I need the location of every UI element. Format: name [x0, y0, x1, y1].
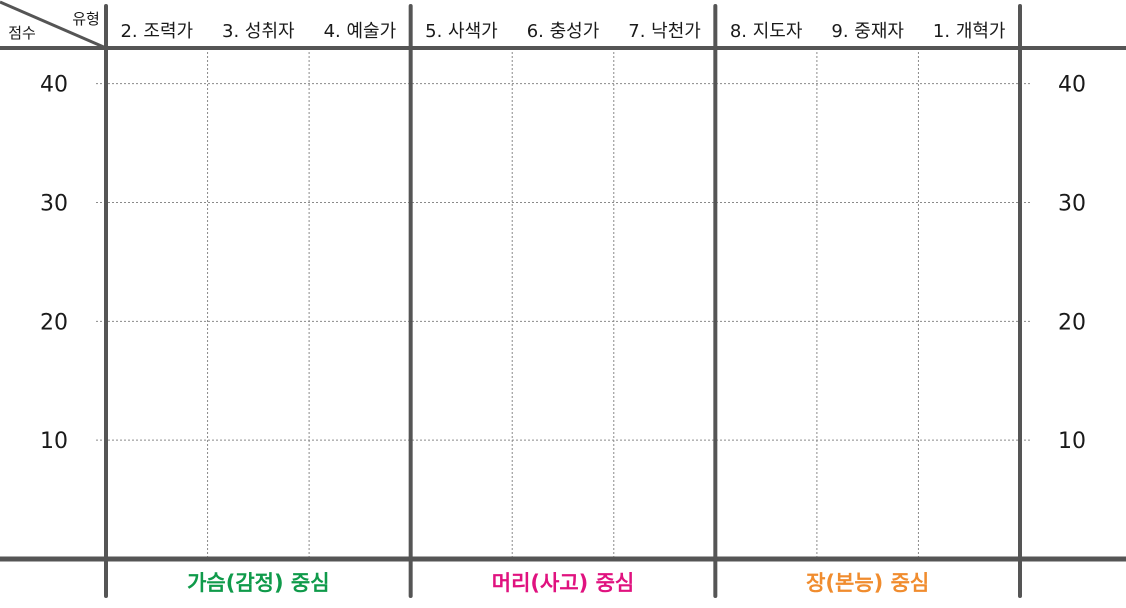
corner-label-type: 유형 — [72, 10, 100, 28]
category-label: 5. 사색가 — [425, 21, 498, 42]
y-tick-label-right: 10 — [1058, 429, 1086, 454]
corner-diagonal — [0, 0, 107, 50]
y-tick-label-left: 20 — [40, 310, 68, 335]
y-tick-label-left: 30 — [40, 191, 68, 216]
corner-label-score: 점수 — [8, 24, 36, 42]
category-label: 4. 예술가 — [324, 21, 397, 42]
category-label: 2. 조력가 — [120, 21, 193, 42]
category-label: 7. 낙천가 — [628, 21, 701, 42]
y-tick-label-left: 40 — [40, 73, 68, 98]
y-tick-label-right: 40 — [1058, 73, 1086, 98]
y-tick-label-right: 20 — [1058, 310, 1086, 335]
category-label: 6. 충성가 — [527, 21, 600, 42]
category-label: 3. 성취자 — [222, 21, 295, 42]
group-label: 머리(사고) 중심 — [492, 571, 634, 595]
category-label: 8. 지도자 — [730, 21, 803, 42]
group-label: 장(본능) 중심 — [806, 571, 929, 595]
y-tick-label-right: 30 — [1058, 191, 1086, 216]
group-label: 가슴(감정) 중심 — [187, 571, 329, 595]
category-label: 9. 중재자 — [831, 21, 904, 42]
y-tick-label-left: 10 — [40, 429, 68, 454]
category-label: 1. 개혁가 — [933, 21, 1006, 42]
